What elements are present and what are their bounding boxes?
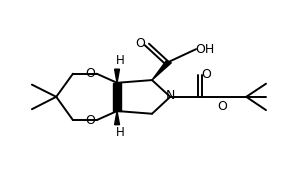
Text: O: O <box>86 67 95 80</box>
Text: N: N <box>166 88 175 102</box>
Text: H: H <box>116 126 125 139</box>
Text: O: O <box>201 68 211 81</box>
Text: H: H <box>116 54 125 68</box>
Text: OH: OH <box>195 43 215 56</box>
Text: O: O <box>217 100 227 113</box>
Polygon shape <box>115 111 119 125</box>
Text: O: O <box>136 37 145 50</box>
Text: O: O <box>86 114 95 127</box>
Polygon shape <box>115 69 119 83</box>
Polygon shape <box>152 61 171 80</box>
Polygon shape <box>113 83 121 111</box>
